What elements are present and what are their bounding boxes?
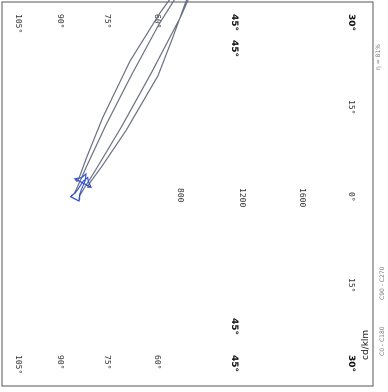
angle-tick-inner-45b: 45°	[229, 318, 239, 335]
angle-tick-inner-15b: 15°	[347, 278, 356, 292]
angle-tick-inner-0: 0°	[347, 192, 356, 202]
angle-tick-inner-45a: 45°	[229, 40, 239, 57]
series-c90-c270-curve	[69, 172, 93, 202]
angle-tick-top-60: 60°	[153, 14, 162, 28]
angle-tick-top-45: 45°	[229, 14, 239, 31]
angle-tick-top-30: 30°	[346, 14, 356, 31]
series-c0-c180-curve	[69, 0, 189, 202]
angle-tick-top-90: 90°	[56, 14, 65, 28]
legend-item-c90-c270: C90 - C270	[379, 266, 386, 300]
angle-tick-bottom-30: 30°	[346, 355, 356, 372]
angle-tick-top-75: 75°	[103, 14, 112, 28]
angle-tick-bottom-105: 105°	[14, 355, 23, 374]
radial-tick-1200: 1200	[238, 188, 247, 207]
angle-ticks-bottom: 105° 90° 75° 60° 45° 30°	[14, 355, 356, 374]
legend-item-c0-c180: C0 - C180	[379, 326, 386, 356]
angle-tick-bottom-60: 60°	[153, 355, 162, 369]
radial-tick-800: 800	[176, 188, 185, 203]
angle-tick-inner-15a: 15°	[347, 100, 356, 114]
radial-tick-1600: 1600	[298, 188, 307, 207]
angle-tick-bottom-75: 75°	[103, 355, 112, 369]
angle-tick-bottom-45: 45°	[229, 355, 239, 372]
efficiency-label: η = 81%	[375, 44, 382, 70]
angle-ticks-inner: 45° 15° 0° 15° 45°	[229, 40, 356, 335]
angle-tick-bottom-90: 90°	[56, 355, 65, 369]
unit-label: cd/klm	[361, 330, 371, 360]
radial-ticks: 800 1200 1600	[176, 188, 307, 207]
plot-frame	[1, 1, 374, 387]
angle-tick-top-105: 105°	[14, 14, 23, 33]
angle-ticks-top: 105° 90° 75° 60° 45° 30°	[14, 14, 356, 33]
